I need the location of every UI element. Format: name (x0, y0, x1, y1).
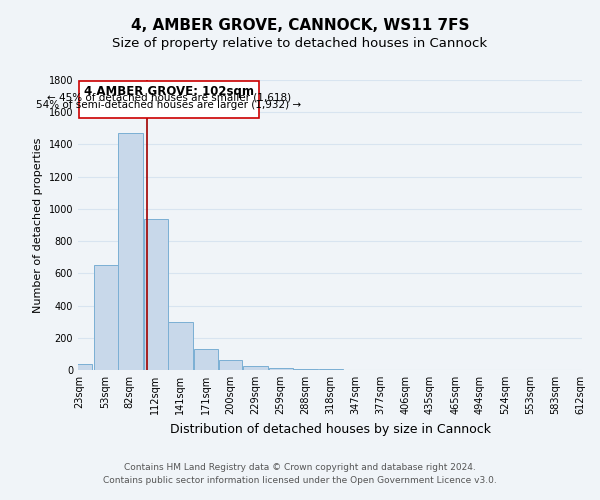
Text: 4, AMBER GROVE, CANNOCK, WS11 7FS: 4, AMBER GROVE, CANNOCK, WS11 7FS (131, 18, 469, 32)
FancyBboxPatch shape (79, 81, 259, 118)
Bar (269, 368, 293, 370)
Bar (319, 369, 343, 370)
Bar (94, 266, 118, 370)
Bar (218, 360, 242, 370)
Bar (168, 322, 193, 370)
Bar (144, 218, 167, 370)
Bar (194, 349, 218, 370)
Bar (68, 364, 92, 370)
Bar (118, 133, 143, 370)
Text: 54% of semi-detached houses are larger (1,932) →: 54% of semi-detached houses are larger (… (37, 100, 302, 110)
Bar (293, 369, 317, 370)
Bar (243, 366, 268, 370)
Text: 4 AMBER GROVE: 102sqm: 4 AMBER GROVE: 102sqm (84, 85, 254, 98)
X-axis label: Distribution of detached houses by size in Cannock: Distribution of detached houses by size … (170, 422, 491, 436)
Text: Contains HM Land Registry data © Crown copyright and database right 2024.
Contai: Contains HM Land Registry data © Crown c… (103, 464, 497, 485)
Y-axis label: Number of detached properties: Number of detached properties (33, 138, 43, 312)
Text: ← 45% of detached houses are smaller (1,618): ← 45% of detached houses are smaller (1,… (47, 93, 291, 103)
Text: Size of property relative to detached houses in Cannock: Size of property relative to detached ho… (112, 38, 488, 51)
